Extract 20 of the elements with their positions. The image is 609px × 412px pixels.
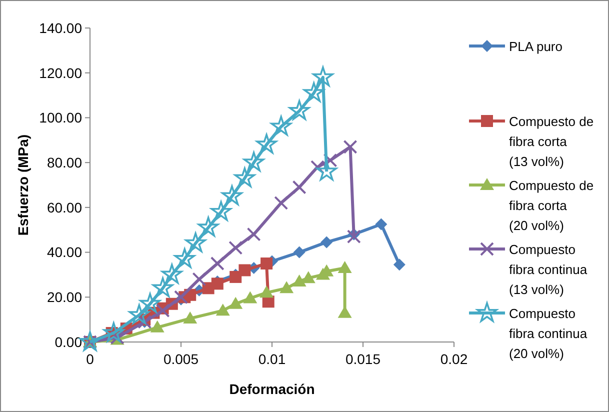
y-axis-title: Esfuerzo (MPa) — [15, 134, 31, 236]
y-tick-label: 100.00 — [39, 110, 82, 126]
x-tick-label: 0.01 — [258, 351, 286, 367]
legend-label: Compuesto de fibra corta (13 vol%) — [509, 114, 594, 169]
x-tick-label: 0.015 — [345, 351, 381, 367]
x-tick-label: 0.005 — [163, 351, 199, 367]
legend-label: Compuesto fibra continua (13 vol%) — [509, 242, 588, 297]
y-tick-label: 80.00 — [46, 154, 82, 170]
x-tick-label: 0 — [86, 351, 94, 367]
legend-label: PLA puro — [509, 39, 562, 54]
x-axis-title: Deformación — [229, 381, 315, 397]
legend-label: Compuesto de fibra corta (20 vol%) — [509, 178, 594, 233]
x-tick-label: 0.02 — [440, 351, 468, 367]
y-tick-label: 40.00 — [46, 244, 82, 260]
y-tick-label: 20.00 — [46, 289, 82, 306]
y-tick-label: 60.00 — [46, 199, 82, 216]
legend-label: Compuesto fibra continua (20 vol%) — [509, 306, 588, 361]
y-tick-label: 140.00 — [39, 20, 82, 36]
y-tick-label: 0.00 — [54, 334, 82, 350]
y-tick-label: 120.00 — [39, 64, 82, 81]
